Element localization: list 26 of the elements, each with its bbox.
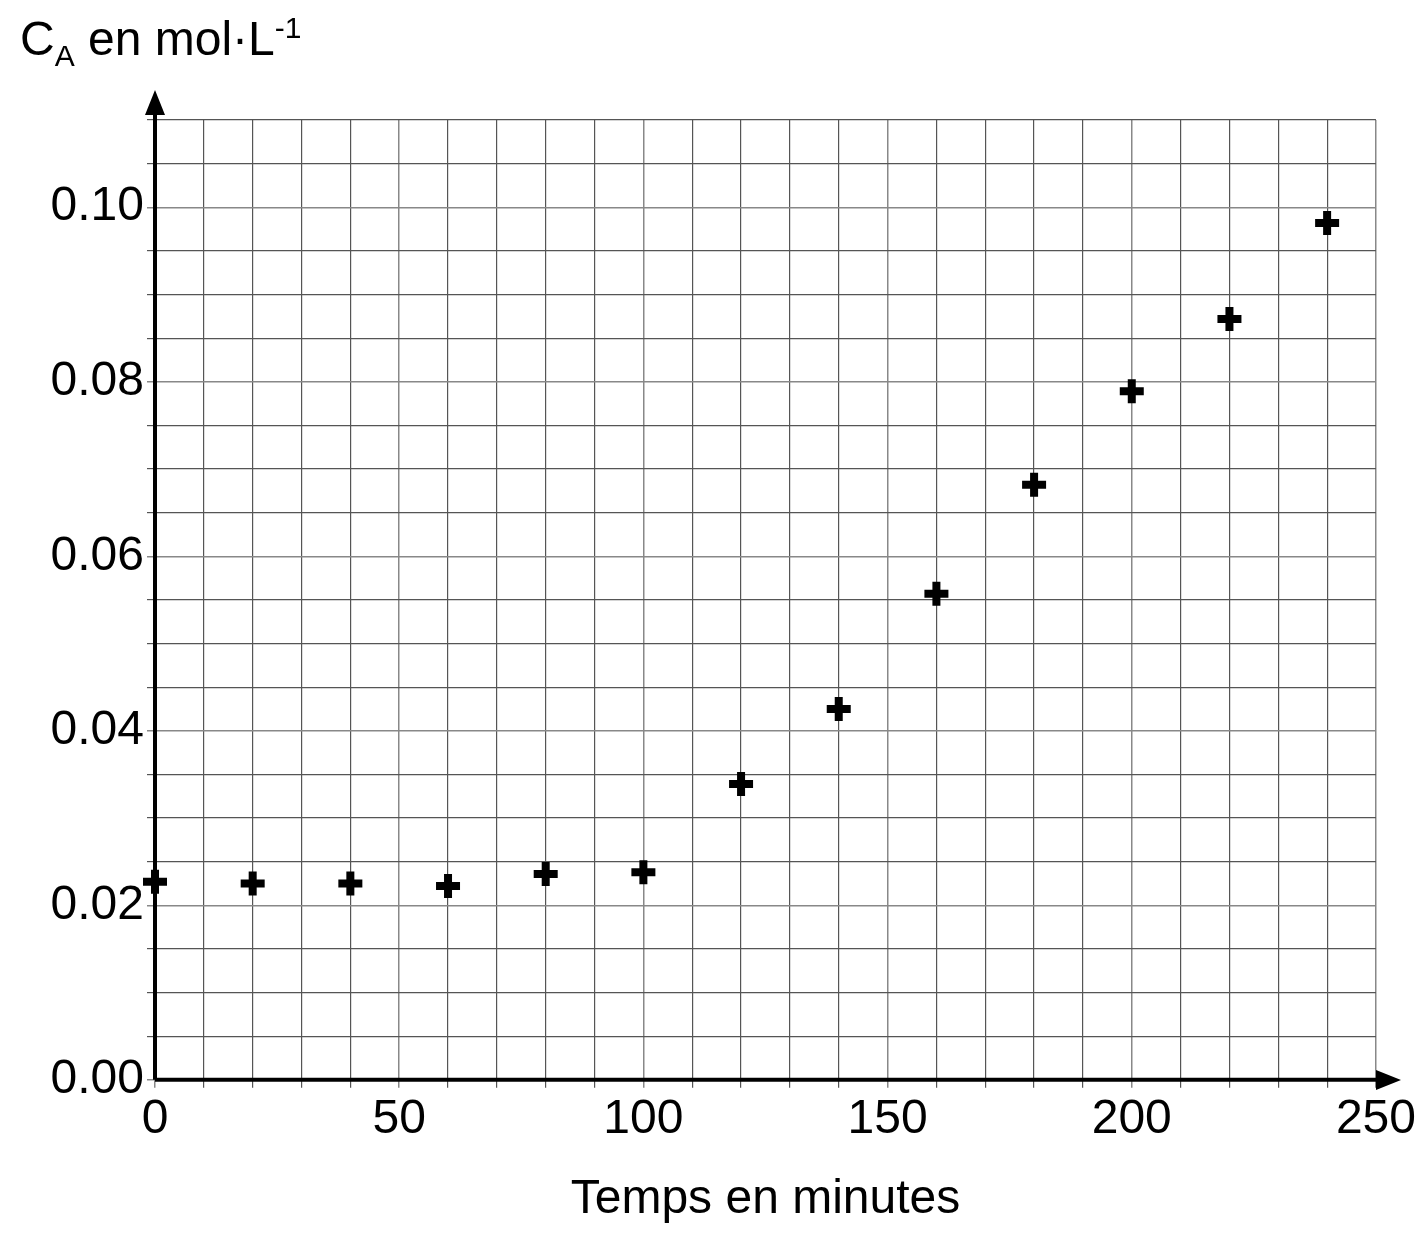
point [436, 874, 461, 899]
point [533, 861, 558, 886]
x-tick-label: 250 [1335, 1089, 1416, 1143]
point [1217, 306, 1242, 331]
point [1119, 379, 1144, 404]
y-tick-label: 0.04 [50, 701, 144, 755]
point [240, 871, 265, 896]
y-axis-title: C$_{A}$ en mol·L$^{-1}$ [20, 10, 302, 74]
x-tick-label: 50 [372, 1089, 426, 1143]
y-tick-label: 0.06 [50, 526, 144, 580]
y-tick-label: 0.10 [50, 177, 144, 231]
point [1315, 210, 1340, 235]
x-tick-label: 200 [1091, 1089, 1172, 1143]
point [1022, 472, 1047, 497]
point [338, 871, 363, 896]
y-tick-label: 0.00 [50, 1050, 144, 1104]
point [826, 696, 851, 721]
x-tick-label: 150 [847, 1089, 928, 1143]
y-tick-label: 0.02 [50, 875, 144, 929]
x-tick-label: 100 [603, 1089, 684, 1143]
y-tick-label: 0.08 [50, 352, 144, 405]
x-axis-title: Temps en minutes [570, 1170, 961, 1224]
point [924, 581, 949, 606]
x-tick-label: 0 [141, 1089, 169, 1143]
point [729, 772, 754, 797]
point [631, 860, 656, 885]
